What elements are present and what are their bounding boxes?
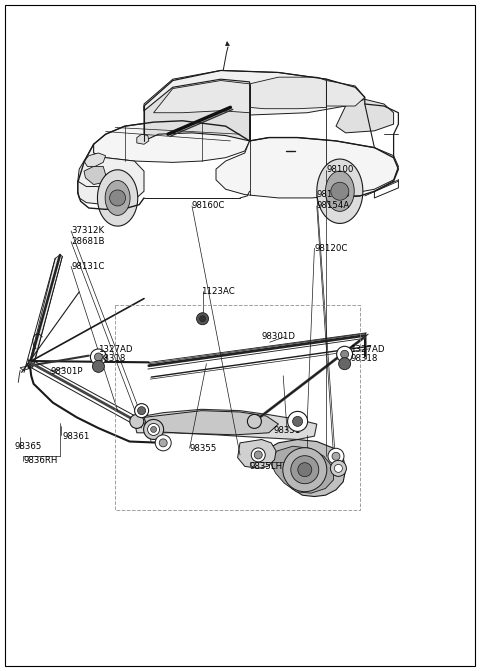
Text: 98365: 98365 xyxy=(14,442,42,452)
Text: 98152B: 98152B xyxy=(317,190,350,199)
Text: 98351: 98351 xyxy=(274,426,301,435)
Circle shape xyxy=(90,349,107,365)
Polygon shape xyxy=(250,77,326,109)
Text: 37312K: 37312K xyxy=(71,226,104,236)
Polygon shape xyxy=(134,409,317,440)
Circle shape xyxy=(251,448,265,462)
Circle shape xyxy=(298,463,312,476)
Polygon shape xyxy=(238,440,276,468)
Circle shape xyxy=(341,350,348,358)
Polygon shape xyxy=(154,81,250,113)
Text: 9835LH: 9835LH xyxy=(250,462,283,471)
Polygon shape xyxy=(144,70,365,115)
Text: 98131C: 98131C xyxy=(71,262,105,271)
Text: 98355: 98355 xyxy=(190,444,217,453)
Polygon shape xyxy=(336,99,394,133)
Circle shape xyxy=(332,452,340,460)
Text: 98154A: 98154A xyxy=(317,201,350,211)
Polygon shape xyxy=(144,411,278,435)
Polygon shape xyxy=(317,159,363,223)
Text: 98318: 98318 xyxy=(350,354,378,364)
Circle shape xyxy=(144,419,164,440)
Circle shape xyxy=(288,411,308,431)
Circle shape xyxy=(109,190,126,206)
Circle shape xyxy=(283,448,327,492)
Circle shape xyxy=(134,404,149,417)
Text: 98361: 98361 xyxy=(62,431,90,441)
Polygon shape xyxy=(216,138,398,198)
Circle shape xyxy=(328,448,344,464)
Polygon shape xyxy=(78,144,144,201)
Circle shape xyxy=(254,451,262,459)
Text: 1327AD: 1327AD xyxy=(350,345,385,354)
Circle shape xyxy=(130,415,144,428)
Text: 28681B: 28681B xyxy=(71,237,105,246)
Text: 98120C: 98120C xyxy=(314,244,348,253)
Circle shape xyxy=(291,456,319,484)
Text: 98160C: 98160C xyxy=(192,201,226,211)
Polygon shape xyxy=(144,79,250,141)
Polygon shape xyxy=(84,153,106,166)
Circle shape xyxy=(155,435,171,451)
Text: 1327AD: 1327AD xyxy=(98,345,133,354)
Polygon shape xyxy=(269,446,334,493)
Circle shape xyxy=(335,464,342,472)
Polygon shape xyxy=(84,166,106,185)
Text: 9836RH: 9836RH xyxy=(23,456,58,466)
Circle shape xyxy=(331,183,349,200)
Polygon shape xyxy=(94,121,250,162)
Text: 98318: 98318 xyxy=(98,354,126,364)
Polygon shape xyxy=(326,81,365,106)
Circle shape xyxy=(148,423,159,435)
Circle shape xyxy=(197,313,208,325)
Circle shape xyxy=(247,415,262,428)
Text: 98301D: 98301D xyxy=(262,332,296,342)
Text: 1123AC: 1123AC xyxy=(201,287,234,296)
Circle shape xyxy=(336,346,353,362)
Circle shape xyxy=(138,407,145,415)
Polygon shape xyxy=(78,181,134,205)
Circle shape xyxy=(339,358,350,370)
Polygon shape xyxy=(137,134,149,144)
Polygon shape xyxy=(226,42,229,46)
Circle shape xyxy=(92,360,104,372)
Circle shape xyxy=(95,353,102,361)
Polygon shape xyxy=(20,255,62,370)
Polygon shape xyxy=(325,171,354,211)
Circle shape xyxy=(151,427,156,432)
Polygon shape xyxy=(105,180,130,215)
Circle shape xyxy=(200,316,205,321)
Circle shape xyxy=(293,417,302,426)
Circle shape xyxy=(330,460,347,476)
Circle shape xyxy=(159,439,167,447)
Text: 98100: 98100 xyxy=(326,165,354,174)
Text: 98301P: 98301P xyxy=(50,366,83,376)
Polygon shape xyxy=(262,440,346,497)
Polygon shape xyxy=(97,170,138,226)
